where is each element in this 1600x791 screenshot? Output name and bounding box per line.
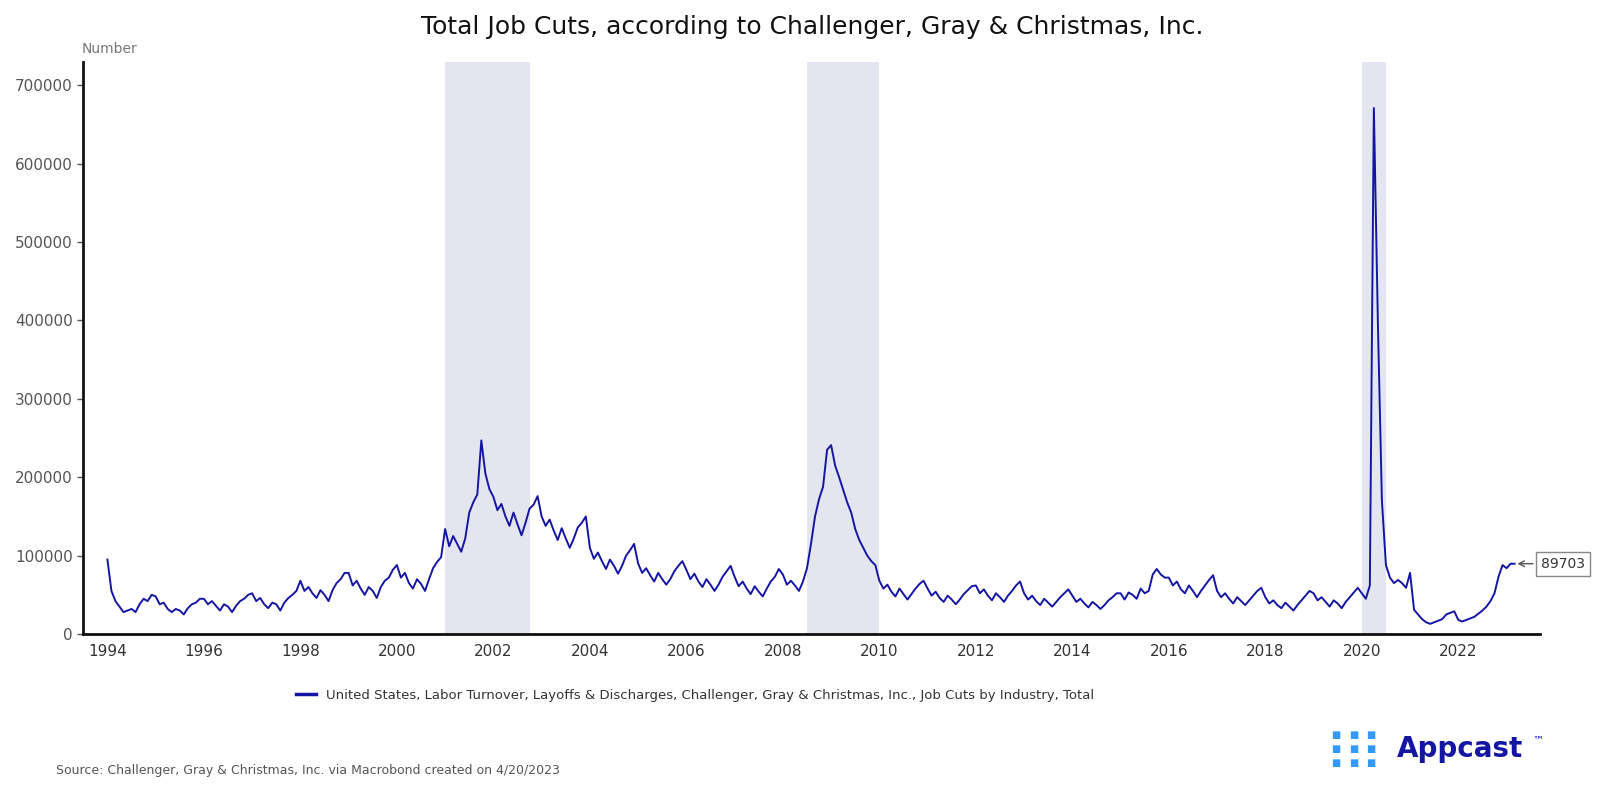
Text: ■: ■ (1366, 759, 1376, 768)
Text: Appcast: Appcast (1397, 735, 1523, 763)
Legend: United States, Labor Turnover, Layoffs & Discharges, Challenger, Gray & Christma: United States, Labor Turnover, Layoffs &… (291, 684, 1099, 708)
Bar (1362, 62, 1386, 634)
Title: Total Job Cuts, according to Challenger, Gray & Christmas, Inc.: Total Job Cuts, according to Challenger,… (421, 15, 1203, 39)
Text: ■: ■ (1366, 744, 1376, 754)
Text: 89703: 89703 (1518, 557, 1586, 571)
Text: ■: ■ (1349, 730, 1358, 740)
Text: ■: ■ (1331, 730, 1341, 740)
Text: ■: ■ (1349, 744, 1358, 754)
Text: ■: ■ (1349, 759, 1358, 768)
Bar (806, 62, 880, 634)
Text: Source: Challenger, Gray & Christmas, Inc. via Macrobond created on 4/20/2023: Source: Challenger, Gray & Christmas, In… (56, 764, 560, 777)
Text: Number: Number (82, 42, 138, 56)
Bar (445, 62, 530, 634)
Text: ■: ■ (1331, 744, 1341, 754)
Text: ■: ■ (1366, 730, 1376, 740)
Text: ■: ■ (1331, 759, 1341, 768)
Text: ™: ™ (1533, 736, 1544, 746)
